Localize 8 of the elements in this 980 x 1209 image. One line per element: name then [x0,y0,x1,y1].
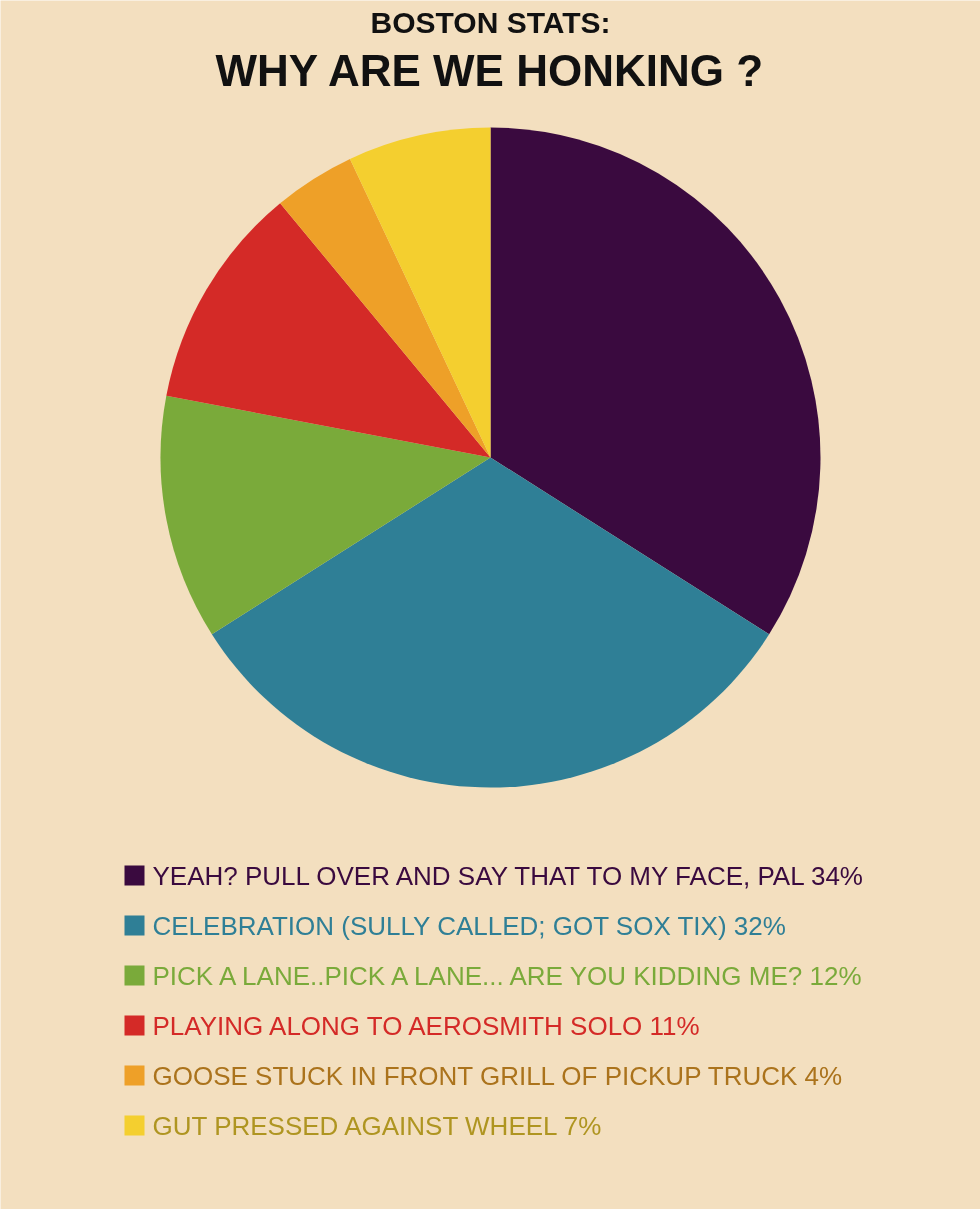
legend-label: YEAH? PULL OVER AND SAY THAT TO MY FACE, PAL 34% [152,860,863,891]
legend-label: PICK A LANE..PICK A LANE... ARE YOU KIDDING ME? 12% [152,960,862,991]
chart-subtitle: WHY ARE WE HONKING ? [215,46,764,95]
chart-title: BOSTON STATS: [370,6,611,39]
legend-label: GUT PRESSED AGAINST WHEEL 7% [152,1110,602,1141]
legend-label: CELEBRATION (SULLY CALLED; GOT SOX TIX) 32% [152,910,786,941]
legend-label: PLAYING ALONG TO AEROSMITH SOLO 11% [152,1010,700,1041]
legend-label: GOOSE STUCK IN FRONT GRILL OF PICKUP TRUCK 4% [152,1060,843,1091]
